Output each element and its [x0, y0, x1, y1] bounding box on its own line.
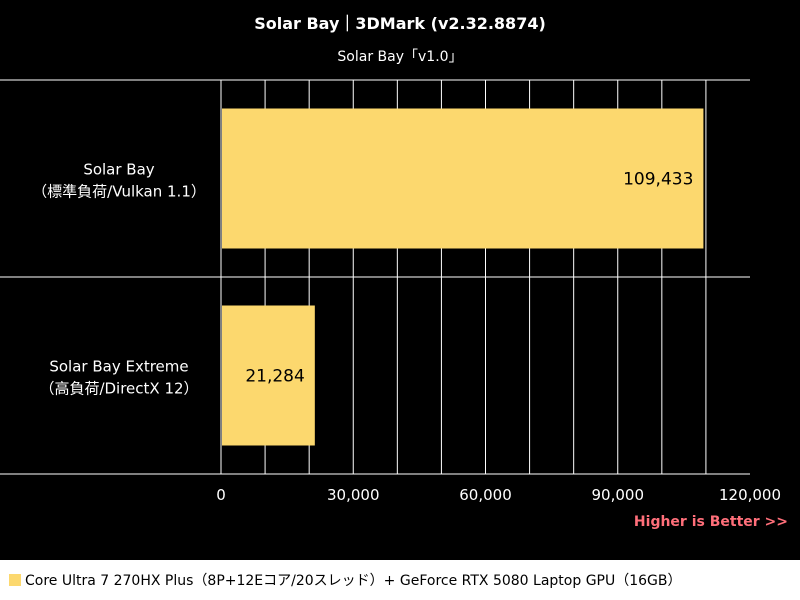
x-tick-label: 120,000	[719, 486, 781, 504]
x-tick-label: 90,000	[592, 486, 645, 504]
category-label: Solar Bay	[83, 161, 154, 179]
chart-title: Solar Bay｜3DMark (v2.32.8874)	[254, 14, 546, 33]
bar	[222, 305, 315, 446]
x-tick-label: 30,000	[327, 486, 380, 504]
bar-chart: 109,433 Solar Bay （標準負荷/Vulkan 1.1） 21,284 S…	[0, 79, 781, 504]
legend: Core Ultra 7 270HX Plus（8P+12Eコア/20スレッド）…	[0, 560, 800, 600]
data-label: 21,284	[245, 367, 304, 387]
x-tick-label: 0	[216, 486, 226, 504]
bar	[222, 108, 704, 249]
x-tick-label: 60,000	[459, 486, 512, 504]
data-label: 109,433	[623, 170, 693, 190]
chart-subtitle: Solar Bay「v1.0」	[337, 49, 463, 65]
legend-label: Core Ultra 7 270HX Plus（8P+12Eコア/20スレッド）…	[25, 573, 682, 589]
higher-is-better-note: Higher is Better >>	[633, 514, 788, 530]
category-label: （標準負荷/Vulkan 1.1）	[32, 183, 206, 201]
category-label: Solar Bay Extreme	[49, 358, 188, 376]
legend-swatch	[9, 574, 21, 586]
category-label: （高負荷/DirectX 12）	[39, 380, 198, 398]
